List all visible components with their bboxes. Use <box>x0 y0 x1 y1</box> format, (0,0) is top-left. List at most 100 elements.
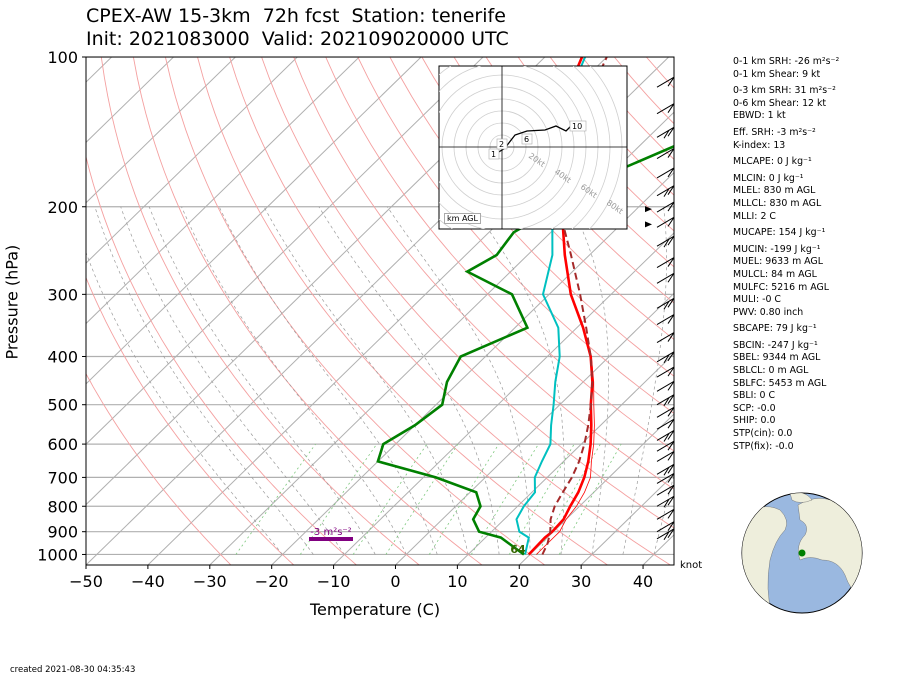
x-tick-label: −20 <box>255 572 289 591</box>
mixing-ratio-line <box>299 443 378 555</box>
parameter-item: SBCAPE: 79 J kg⁻¹ <box>733 323 817 335</box>
moist-adiabat <box>571 206 609 555</box>
land-greenland <box>789 493 813 503</box>
parameter-item: 0-1 km SRH: -26 m²s⁻² <box>733 56 840 67</box>
wind-barb-staff <box>656 450 675 462</box>
wind-barb-feather <box>663 467 670 476</box>
wind-barb-staff <box>656 366 675 378</box>
wind-barb-staff <box>656 430 675 441</box>
wind-barb-feather <box>667 103 675 113</box>
moist-adiabat <box>622 206 667 555</box>
wind-barb-staff <box>656 257 675 268</box>
wind-barb-feather <box>667 167 675 178</box>
parameter-item: MUEL: 9633 m AGL <box>733 256 823 268</box>
mixing-ratio-line <box>508 443 575 555</box>
hodograph-frame <box>438 65 628 230</box>
wind-barb-feather <box>663 130 670 139</box>
mixing-ratio-line <box>470 443 539 555</box>
annotation-layer: -3 m²s⁻² 64 <box>309 527 526 556</box>
wind-barb <box>656 76 675 88</box>
wind-barb-feather <box>667 314 675 324</box>
chart-title-line2: Init: 2021083000 Valid: 202109020000 UTC <box>86 28 509 50</box>
wind-barb-feather <box>667 521 675 531</box>
parameter-item: MLEL: 830 m AGL <box>733 185 816 197</box>
wind-barb-feather <box>667 332 675 342</box>
wind-barb <box>656 167 675 179</box>
wind-barb-staff <box>656 126 675 138</box>
parameter-item: MLCIN: 0 J kg⁻¹ <box>733 172 804 184</box>
parameter-item: MLCAPE: 0 J kg⁻¹ <box>733 156 812 168</box>
y-tick-label: 400 <box>47 348 78 367</box>
wind-barb-flag <box>645 206 652 213</box>
hodograph-height-box <box>496 138 508 150</box>
wind-barb-staff <box>656 463 675 475</box>
dry-adiabat <box>453 57 674 304</box>
wind-barb-staff <box>656 76 675 88</box>
wind-barb-feather <box>663 397 670 406</box>
wind-barb-staff <box>656 314 675 325</box>
wind-barb-feather <box>667 201 675 212</box>
wind-barb <box>656 418 675 430</box>
dry-adiabat <box>86 276 295 565</box>
parameter-item: MLLCL: 830 m AGL <box>733 197 822 209</box>
x-tick-label: 20 <box>509 572 529 591</box>
parameter-item: K-index: 13 <box>733 139 786 151</box>
hodograph-height-box <box>488 148 500 160</box>
dry-adiabat <box>197 57 608 565</box>
wind-barb <box>656 450 675 462</box>
isotherm-line <box>580 473 674 565</box>
wind-barb <box>656 528 675 541</box>
dry-adiabat <box>485 57 674 268</box>
parameter-item: SBLFC: 5453 m AGL <box>733 377 827 389</box>
wind-barb <box>656 430 675 442</box>
wind-barb-feather <box>667 351 675 362</box>
moist-adiabat <box>218 206 438 555</box>
wind-barb <box>656 314 675 325</box>
y-tick-label: 1000 <box>37 545 78 564</box>
x-tick-label: −50 <box>69 572 103 591</box>
dry-adiabat <box>100 57 420 565</box>
wind-barb-feather <box>667 509 675 519</box>
isotherm-line <box>271 171 674 565</box>
wind-barbs <box>645 76 675 541</box>
dry-adiabat <box>293 57 674 490</box>
dry-adiabat <box>86 154 357 565</box>
dry-adiabat <box>132 57 483 565</box>
hodograph-height-label: 10 <box>572 122 582 131</box>
wind-barb <box>656 394 675 406</box>
wind-barb-feather <box>667 298 675 308</box>
wind-barb-staff <box>656 297 675 309</box>
x-tick-label: 30 <box>571 572 591 591</box>
dry-adiabat <box>229 57 671 565</box>
wind-barb <box>656 495 675 508</box>
y-tick-label: 800 <box>47 497 78 516</box>
wind-barb-feather <box>667 484 675 495</box>
wind-barb <box>645 201 675 213</box>
wind-barb-feather <box>663 433 670 442</box>
wind-barb-feather <box>663 531 670 541</box>
isotherm-line <box>86 57 422 385</box>
station-globe-map <box>741 492 863 614</box>
parameter-item: MUCIN: -199 J kg⁻¹ <box>733 243 821 255</box>
parameter-item: MUCAPE: 154 J kg⁻¹ <box>733 227 826 239</box>
wind-barb-staff <box>656 185 675 197</box>
dry-adiabat <box>164 57 545 565</box>
wind-barb <box>656 521 675 533</box>
mixing-ratio-line <box>352 443 428 555</box>
moist-adiabat <box>120 206 345 555</box>
wind-barb-feather <box>663 188 670 197</box>
series-parcel-path <box>541 57 608 555</box>
moist-adiabat <box>653 473 674 555</box>
parameter-item: SHIP: 0.0 <box>733 415 776 427</box>
hodograph-height-box <box>521 133 533 145</box>
wind-barb-feather <box>667 430 675 440</box>
dry-adiabat <box>389 57 674 377</box>
parameter-item: SBLCL: 0 m AGL <box>733 365 809 377</box>
wind-barb <box>656 440 675 452</box>
wind-barb-feather <box>667 272 675 283</box>
parameter-item: 0-1 km Shear: 9 kt <box>733 68 821 80</box>
wind-barb-feather <box>667 381 675 391</box>
parameter-item: MULI: -0 C <box>733 294 781 306</box>
